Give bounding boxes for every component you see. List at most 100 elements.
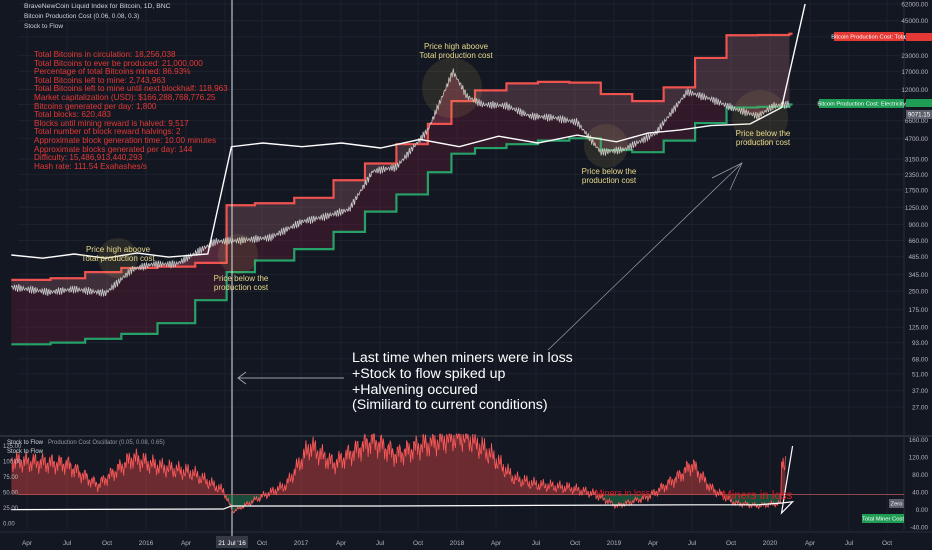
main-note-line: +Stock to flow spiked up <box>352 365 506 382</box>
axis-tags: Bitcoin Production Cost: Total Bitcoin Pr… <box>817 32 932 523</box>
tag-price-now-box <box>906 110 932 119</box>
x-tick-label: Oct <box>882 540 892 547</box>
stat-line: Percentage of total Bitcoins mined: 86.9… <box>34 67 191 77</box>
osc-left-tick: 0.00 <box>3 522 15 528</box>
osc-left-tick: 50.00 <box>3 491 19 497</box>
annotation-line: Price below the <box>735 129 791 138</box>
annotation-line: production cost <box>735 138 791 147</box>
highlight-circle <box>584 124 628 168</box>
tag-total-cost: Bitcoin Production Cost: Total <box>831 35 907 41</box>
price-tick-label: 62000.00 <box>901 2 928 9</box>
stat-line: Hash rate: 111.54 Exahashes/s <box>34 161 148 171</box>
price-tick-label: 2350.00 <box>905 172 929 179</box>
annotation-line: production cost <box>213 283 269 292</box>
x-tick-label: Jul <box>63 540 72 547</box>
miners-in-loss-1: Miners in loss <box>595 488 651 498</box>
indicator-stock-to-flow[interactable]: Stock to Flow <box>24 23 64 30</box>
x-tick-label: Apr <box>336 540 347 547</box>
x-tick-label: Oct <box>413 540 423 547</box>
x-tick-label: Jul <box>845 540 854 547</box>
indicator-production-cost[interactable]: Bitcoin Production Cost (0.06, 0.08, 0.3… <box>24 13 140 20</box>
x-tick-label: 2018 <box>450 540 465 547</box>
tag-total-miner-cost-box <box>862 514 904 523</box>
price-tick-label: 345.00 <box>908 272 928 279</box>
series-total-cost <box>11 32 793 282</box>
time-axis: Apr Jul Oct 2016 Apr Jul Oct 2017 Apr Jul Oct 2018 A… <box>22 536 892 548</box>
stat-line: Difficulty: 15,486,913,440,293 <box>34 153 143 163</box>
annotation-line: production cost <box>581 176 637 185</box>
osc-right-tick: -40.00 <box>910 525 928 532</box>
osc-right-tick: 160.00 <box>909 437 929 444</box>
stat-line: Approximate block generation time: 10.00… <box>34 135 217 145</box>
stat-line: Bitcoins generated per day: 1,800 <box>34 101 157 111</box>
osc-right-tick: 40.00 <box>912 490 928 497</box>
cost-band-fills <box>11 34 790 345</box>
price-tick-label: 6600.00 <box>905 118 929 125</box>
annotation-below-2: Price below the production cost <box>582 167 637 185</box>
tag-total-cost-box <box>834 32 904 41</box>
price-tick-label: 93.00 <box>912 340 928 347</box>
price-tick-label: 37.00 <box>912 388 928 395</box>
annotation-high-1: Price high aboove Total production cost <box>81 245 154 263</box>
series-price <box>10 68 790 297</box>
highlight-circle <box>98 238 138 278</box>
highlight-circle <box>732 90 788 146</box>
x-tick-label: 2019 <box>607 540 622 547</box>
price-tick-label: 1750.00 <box>905 187 929 194</box>
fill-electric-band <box>11 71 790 345</box>
main-note-line: (Similiard to current conditions) <box>352 397 548 414</box>
x-tick-label: Oct <box>726 540 736 547</box>
osc-line <box>10 433 786 514</box>
annotation-line: Total production cost <box>419 51 493 60</box>
chart-title: BraveNewCoin Liquid Index for Bitcoin, 1… <box>24 3 171 10</box>
price-tick-label: 17000.00 <box>901 69 928 76</box>
stats-panel: Total Bitcoins in circulation: 18,256,03… <box>34 50 228 171</box>
osc-legend-stock-to-flow[interactable]: Stock to Flow <box>7 440 44 446</box>
annotation-high-2: Price high aboove Total production cost <box>419 42 492 60</box>
price-tick-label: 485.00 <box>908 254 928 261</box>
osc-legend-production-cost[interactable]: Production Cost Oscillator (0.05, 0.08, … <box>48 440 165 446</box>
osc-fill-positive <box>11 434 786 495</box>
stat-line: Total Bitcoins left to mine until next b… <box>34 84 228 94</box>
price-tick-label: 4700.00 <box>905 136 929 143</box>
x-tick-label: Jul <box>532 540 541 547</box>
main-note: Last time when miners were in loss +Stoc… <box>352 350 573 414</box>
price-tick-label: 51.00 <box>912 371 928 378</box>
x-tick-label: Jul <box>688 540 697 547</box>
annotation-line: Total production cost <box>81 254 155 263</box>
stat-line: Total Bitcoins in circulation: 18,256,03… <box>34 50 176 59</box>
price-tick-label: 12000.00 <box>901 87 928 94</box>
x-tick-label: 2017 <box>294 540 309 547</box>
price-tick-label: 23000.00 <box>901 53 928 60</box>
tag-electricity-axis-box <box>906 99 932 107</box>
annotation-below-1: Price below the production cost <box>214 274 269 292</box>
tag-zero-box <box>889 499 904 508</box>
x-tick-label: Apr <box>648 540 659 547</box>
main-note-line: Last time when miners were in loss <box>352 350 573 366</box>
x-tick-label: Apr <box>22 540 33 547</box>
x-tick-label: 2016 <box>139 540 154 547</box>
main-note-line: +Halvening occured <box>352 381 478 398</box>
stat-line: Blocks until mining reward is halved: 9,… <box>34 118 189 128</box>
x-tick-label: Oct <box>102 540 112 547</box>
price-tick-label: 27.00 <box>912 405 928 412</box>
annotation-line: Price below the <box>213 274 269 283</box>
tag-total-miner-cost: Total Miner Cost <box>862 517 904 523</box>
osc-legend-stock-to-flow-2[interactable]: Stock to Flow <box>7 449 44 455</box>
osc-left-tick: 100.00 <box>3 460 22 466</box>
arrow-diagonal <box>547 162 743 351</box>
stat-line: Total Bitcoins left to mine: 2,743,963 <box>34 75 166 85</box>
tag-total-cost-axis-box <box>906 33 932 41</box>
stat-line: Total number of block reward halvings: 2 <box>34 127 181 137</box>
miners-in-loss-2: Miners in loss <box>722 490 793 502</box>
x-tick-label: Jul <box>376 540 385 547</box>
price-tick-label: 3150.00 <box>905 157 929 164</box>
price-tick-label: 45000.00 <box>901 18 928 25</box>
price-tick-label: 68.00 <box>912 356 928 363</box>
cursor-date-box <box>216 536 248 548</box>
x-tick-label: Apr <box>491 540 502 547</box>
highlight-circle <box>422 58 482 118</box>
price-tick-label: 660.00 <box>908 238 928 245</box>
osc-fill-negative <box>11 494 786 513</box>
